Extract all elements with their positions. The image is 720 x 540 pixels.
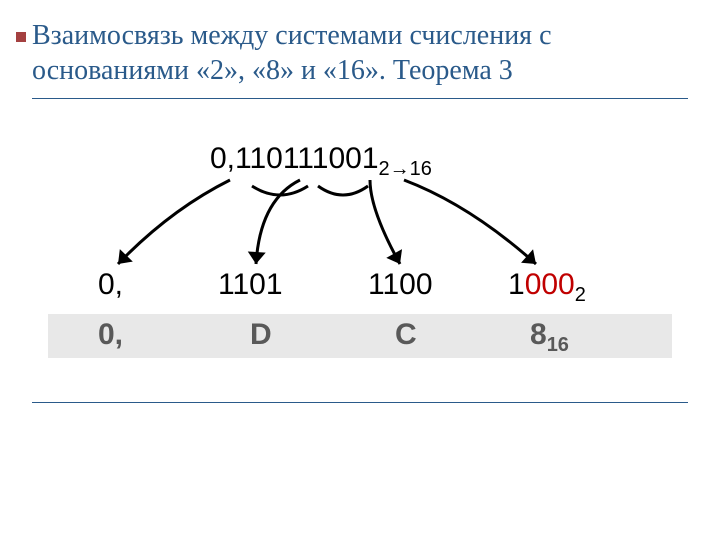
- binary-cell-3: 10002: [508, 268, 586, 302]
- slide: Взаимосвязь между системами счисления с …: [0, 0, 720, 540]
- binary-cell-2: 1100: [368, 268, 433, 302]
- hex-cell-3: 816: [530, 318, 569, 352]
- binary-cell-3-text: 1: [508, 268, 525, 301]
- title-bullet: [16, 32, 26, 42]
- source-number-sub: 2→16: [379, 158, 432, 180]
- divider-top: [32, 98, 688, 99]
- hex-cell-3-text: 8: [530, 318, 547, 351]
- source-number: 0,1101110012→16: [210, 142, 432, 176]
- binary-cell-3-padding: 000: [525, 268, 575, 301]
- hex-row-bg: [48, 314, 672, 358]
- slide-title: Взаимосвязь между системами счисления с …: [32, 18, 688, 88]
- hex-cell-0: 0,: [98, 318, 123, 352]
- hex-cell-2: C: [395, 318, 417, 352]
- binary-cell-0: 0,: [98, 268, 123, 302]
- source-number-text: 0,110111001: [210, 142, 379, 175]
- binary-cell-3-sub: 2: [575, 284, 586, 306]
- hex-cell-3-sub: 16: [547, 334, 569, 356]
- binary-cell-1: 1101: [218, 268, 283, 302]
- divider-bottom: [32, 402, 688, 403]
- hex-cell-1: D: [250, 318, 272, 352]
